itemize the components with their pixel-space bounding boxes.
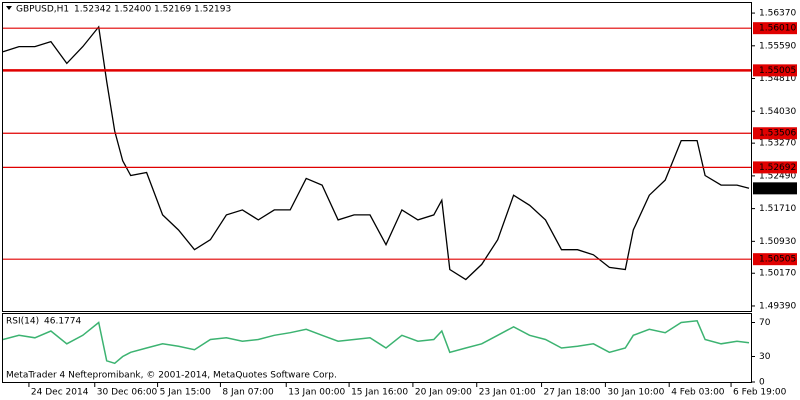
x-tick-label: 8 Jan 07:00 [222, 388, 274, 398]
last-price-label: 1.52193 [759, 184, 796, 194]
level-label: 1.56010 [759, 24, 796, 34]
y-tick-label: 1.50170 [759, 269, 796, 279]
x-tick-label: 20 Jan 09:00 [415, 388, 472, 398]
level-label-box [753, 127, 797, 140]
price-panel [2, 2, 752, 312]
series-line [2, 25, 750, 281]
indicator-title: RSI(14) [6, 317, 39, 327]
chart-title: GBPUSD,H1 [16, 5, 69, 15]
last-price-box [753, 182, 797, 195]
menu-triangle [6, 6, 12, 10]
y-tick-label: 1.51710 [759, 204, 796, 214]
y-tick-label: 0 [759, 378, 765, 388]
footer: MetaTrader 4 Neftepromibank, © 2001-2014… [6, 371, 337, 381]
y-tick-label: 1.49390 [759, 301, 796, 311]
level-label: 1.55005 [759, 66, 796, 76]
x-tick-label: 13 Jan 00:00 [288, 388, 345, 398]
level-label: 1.53506 [759, 129, 796, 139]
level-label-box [753, 64, 797, 77]
indicator-value: 46.1774 [44, 317, 81, 327]
y-tick-label: 1.56370 [759, 9, 796, 19]
x-tick-label: 30 Jan 10:00 [607, 388, 664, 398]
x-tick-label: 4 Feb 03:00 [671, 388, 725, 398]
level-label: 1.52692 [759, 163, 796, 173]
level-label-box [753, 22, 797, 35]
x-tick-label: 6 Feb 19:00 [733, 388, 787, 398]
y-tick-label: 1.52490 [759, 171, 796, 181]
level-label-box [753, 161, 797, 174]
x-tick-label: 27 Jan 18:00 [544, 388, 601, 398]
y-tick-label: 1.54810 [759, 74, 796, 84]
level-label-box [753, 253, 797, 266]
x-tick-label: 5 Jan 15:00 [160, 388, 212, 398]
ohlc-value: 1.52342 [74, 5, 111, 15]
x-tick-label: 24 Dec 2014 [31, 388, 89, 398]
y-tick-label: 1.50930 [759, 237, 796, 247]
y-tick-label: 1.55590 [759, 41, 796, 51]
ohlc-value: 1.52400 [114, 5, 151, 15]
y-tick-label: 30 [759, 352, 771, 362]
x-tick-label: 15 Jan 16:00 [351, 388, 408, 398]
rsi-panel [2, 313, 752, 383]
ohlc-value: 1.52169 [154, 5, 191, 15]
y-tick-label: 1.54030 [759, 107, 796, 117]
y-tick-label: 70 [759, 318, 771, 328]
series-line [2, 319, 750, 365]
x-tick-label: 30 Dec 06:00 [97, 388, 158, 398]
y-tick-label: 1.53270 [759, 139, 796, 149]
x-tick-label: 23 Jan 01:00 [479, 388, 536, 398]
ohlc-value: 1.52193 [194, 5, 231, 15]
level-label: 1.50505 [759, 255, 796, 265]
